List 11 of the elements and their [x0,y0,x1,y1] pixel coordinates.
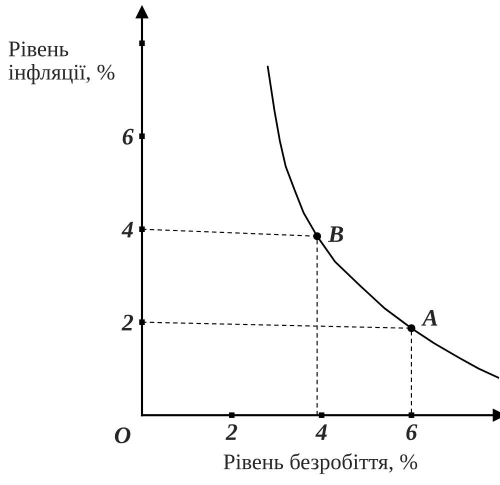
x-tick-label: 6 [406,424,418,440]
y-tick-label: 2 [122,314,134,330]
y-tick-label: 6 [122,128,134,145]
annotation: A [421,310,438,326]
x-tick-label: 2 [226,424,238,440]
y-axis-title: Рівень інфляції, % [8,42,114,84]
x-tick-label: 4 [315,424,327,440]
x-axis-title: Рівень безробіття, % [224,453,418,474]
annotation: B [328,226,344,242]
y-tick-label: 4 [121,222,133,238]
text: O [114,427,130,444]
